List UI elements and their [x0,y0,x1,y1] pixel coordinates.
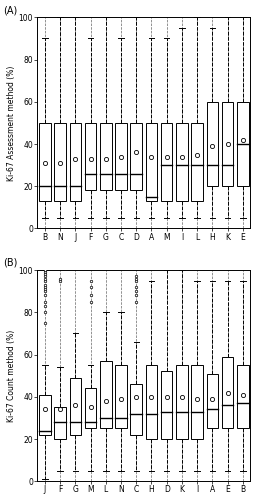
Bar [70,378,81,435]
Bar [146,123,157,201]
Bar [85,123,96,190]
Y-axis label: Ki-67 Assessment method (%): Ki-67 Assessment method (%) [7,65,16,180]
Bar [131,123,142,190]
Bar [100,123,112,190]
Text: (A): (A) [3,5,17,15]
Bar [85,388,96,428]
Y-axis label: Ki-67 Count method (%): Ki-67 Count method (%) [7,330,16,422]
Bar [131,384,142,435]
Bar [237,102,249,186]
Bar [222,356,233,428]
Bar [176,123,188,201]
Bar [39,123,51,201]
Bar [161,372,173,439]
Text: (B): (B) [3,258,18,268]
Bar [176,365,188,439]
Bar [54,408,66,439]
Bar [100,361,112,428]
Bar [39,394,51,435]
Bar [222,102,233,186]
Bar [70,123,81,201]
Bar [191,365,203,439]
Bar [161,123,173,201]
Bar [115,123,127,190]
Bar [146,365,157,439]
Bar [207,102,218,186]
Bar [207,374,218,428]
Bar [237,365,249,428]
Bar [54,123,66,201]
Bar [191,123,203,201]
Bar [115,365,127,428]
